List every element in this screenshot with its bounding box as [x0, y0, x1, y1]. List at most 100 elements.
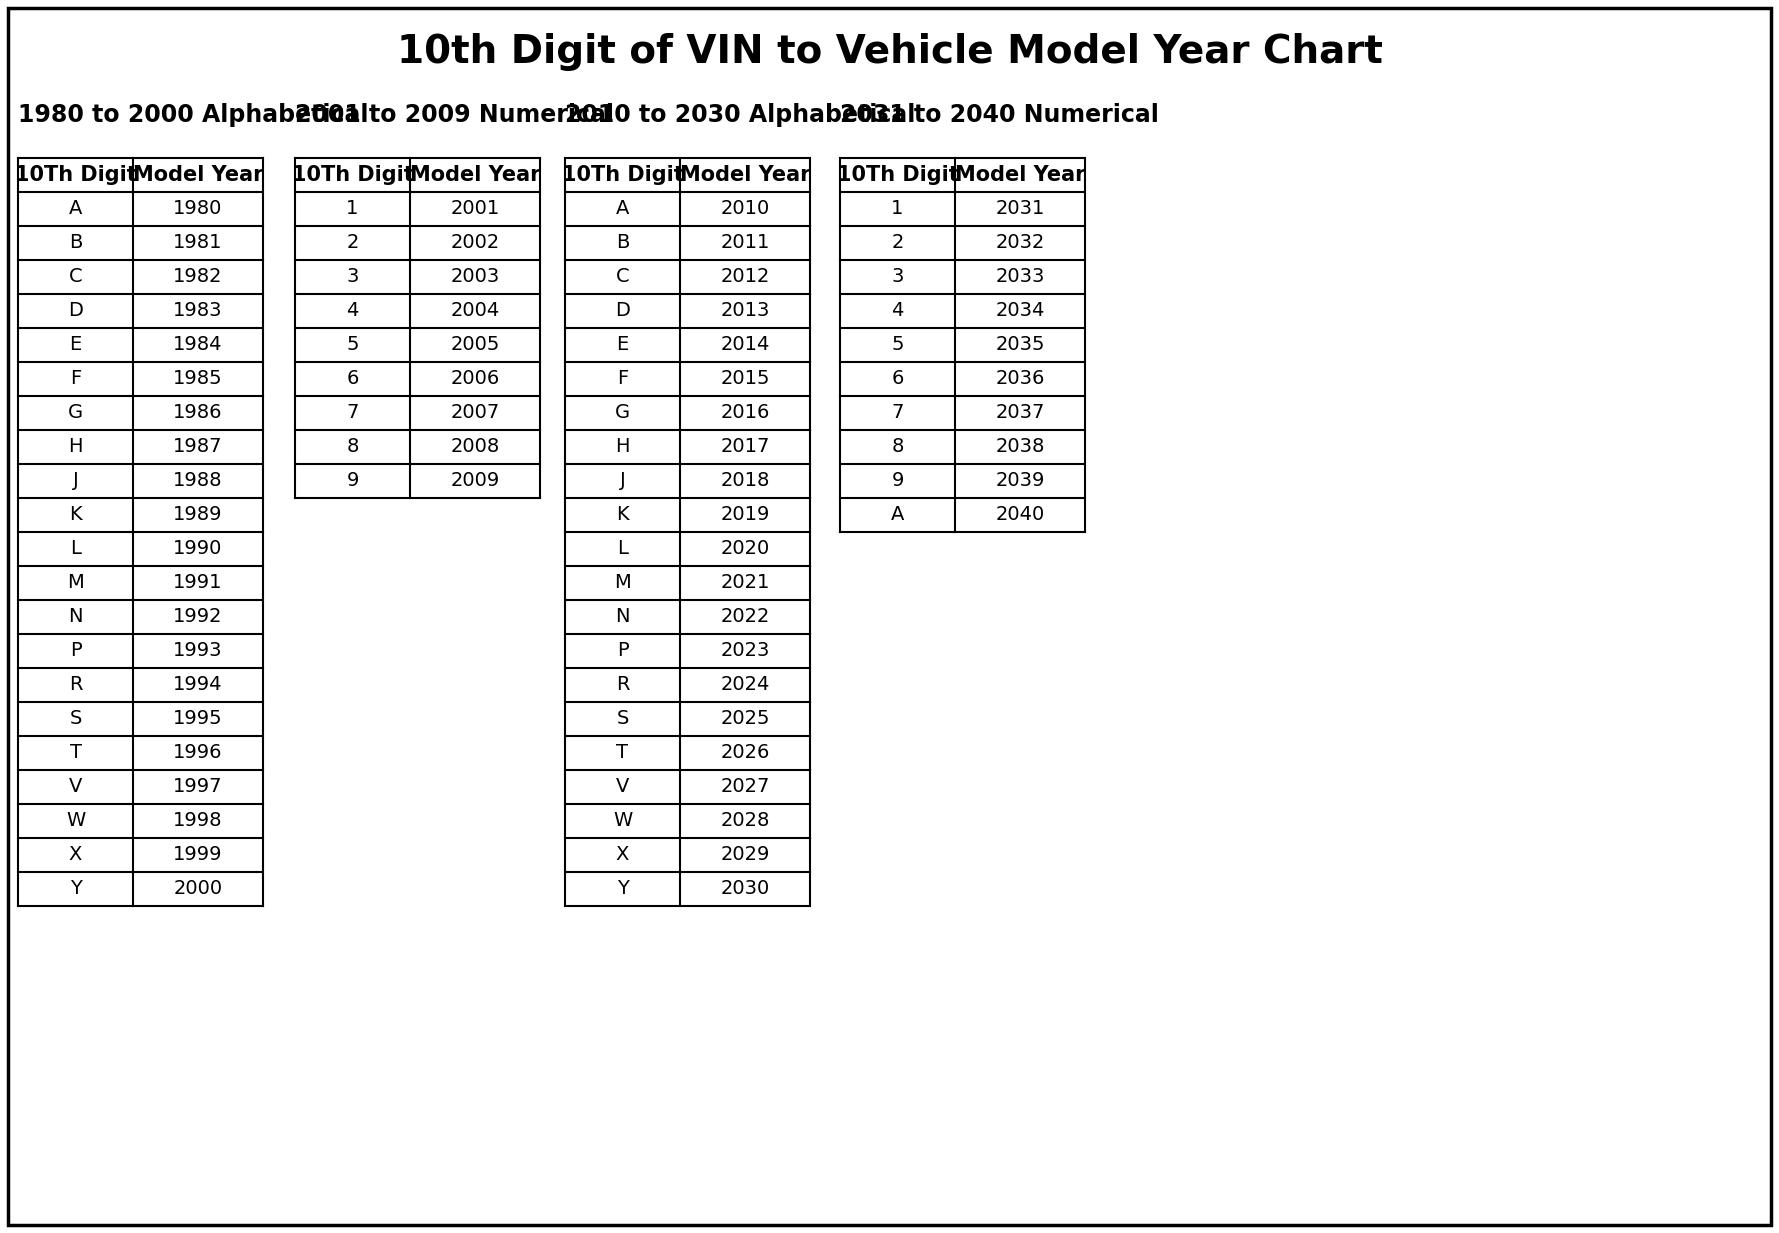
- Text: 3: 3: [891, 268, 904, 286]
- Text: 6: 6: [347, 370, 359, 388]
- Text: V: V: [69, 778, 82, 797]
- Text: 1982: 1982: [173, 268, 222, 286]
- Text: 10Th Digit: 10Th Digit: [292, 165, 413, 185]
- Text: 1998: 1998: [173, 811, 222, 831]
- Text: 2023: 2023: [720, 641, 770, 661]
- Text: L: L: [617, 540, 628, 559]
- Text: 2018: 2018: [720, 471, 770, 491]
- Text: B: B: [69, 233, 82, 253]
- Text: 2010 to 2030 Alphabetical: 2010 to 2030 Alphabetical: [566, 104, 916, 127]
- Text: 2005: 2005: [450, 335, 500, 355]
- Text: R: R: [69, 676, 82, 694]
- Text: 2031 to 2040 Numerical: 2031 to 2040 Numerical: [840, 104, 1158, 127]
- Text: 10th Digit of VIN to Vehicle Model Year Chart: 10th Digit of VIN to Vehicle Model Year …: [397, 33, 1382, 72]
- Text: 5: 5: [347, 335, 359, 355]
- Text: 2009: 2009: [450, 471, 500, 491]
- Text: 8: 8: [347, 438, 359, 456]
- Text: S: S: [616, 709, 628, 729]
- Text: 1988: 1988: [173, 471, 222, 491]
- Text: E: E: [69, 335, 82, 355]
- Text: K: K: [616, 506, 628, 524]
- Text: 1990: 1990: [173, 540, 222, 559]
- Text: 2007: 2007: [450, 403, 500, 423]
- Text: 1992: 1992: [173, 608, 222, 626]
- Text: 2036: 2036: [994, 370, 1044, 388]
- Text: 2: 2: [347, 233, 359, 253]
- Text: R: R: [616, 676, 630, 694]
- Text: J: J: [619, 471, 626, 491]
- Text: 2031: 2031: [994, 200, 1044, 218]
- Text: 5: 5: [891, 335, 904, 355]
- Text: S: S: [69, 709, 82, 729]
- Text: 1989: 1989: [173, 506, 222, 524]
- Text: 1: 1: [347, 200, 359, 218]
- Text: 2002: 2002: [450, 233, 500, 253]
- Text: 2021: 2021: [720, 573, 770, 593]
- Text: 10Th Digit: 10Th Digit: [836, 165, 959, 185]
- Text: 1981: 1981: [173, 233, 222, 253]
- Text: 2022: 2022: [720, 608, 770, 626]
- Text: 2033: 2033: [994, 268, 1044, 286]
- Text: H: H: [68, 438, 84, 456]
- Text: M: M: [68, 573, 84, 593]
- Text: 2032: 2032: [994, 233, 1044, 253]
- Text: 10Th Digit: 10Th Digit: [14, 165, 137, 185]
- Text: Model Year: Model Year: [955, 165, 1085, 185]
- Text: V: V: [616, 778, 630, 797]
- Text: X: X: [69, 846, 82, 864]
- Text: 8: 8: [891, 438, 904, 456]
- Text: B: B: [616, 233, 630, 253]
- Text: F: F: [617, 370, 628, 388]
- Text: H: H: [616, 438, 630, 456]
- Text: 1994: 1994: [173, 676, 222, 694]
- Text: 1997: 1997: [173, 778, 222, 797]
- Text: 1999: 1999: [173, 846, 222, 864]
- Text: P: P: [69, 641, 82, 661]
- Text: 2025: 2025: [720, 709, 770, 729]
- Text: 7: 7: [347, 403, 359, 423]
- Text: J: J: [73, 471, 78, 491]
- Text: 2014: 2014: [720, 335, 770, 355]
- Text: K: K: [69, 506, 82, 524]
- Text: 1987: 1987: [173, 438, 222, 456]
- Text: N: N: [68, 608, 84, 626]
- Text: D: D: [68, 302, 84, 321]
- Text: 1980: 1980: [173, 200, 222, 218]
- Text: 1986: 1986: [173, 403, 222, 423]
- Text: 2017: 2017: [720, 438, 770, 456]
- Text: 2015: 2015: [720, 370, 770, 388]
- Text: D: D: [616, 302, 630, 321]
- Text: Y: Y: [617, 879, 628, 899]
- Text: A: A: [616, 200, 630, 218]
- Text: F: F: [69, 370, 82, 388]
- Text: 4: 4: [347, 302, 359, 321]
- Text: 2037: 2037: [994, 403, 1044, 423]
- Text: 2020: 2020: [720, 540, 770, 559]
- Text: E: E: [616, 335, 628, 355]
- Text: Model Year: Model Year: [409, 165, 541, 185]
- Text: 1985: 1985: [173, 370, 222, 388]
- Text: 2013: 2013: [720, 302, 770, 321]
- Text: G: G: [68, 403, 84, 423]
- Text: 2028: 2028: [720, 811, 770, 831]
- Text: 2035: 2035: [994, 335, 1044, 355]
- Text: 2030: 2030: [720, 879, 770, 899]
- Text: 1: 1: [891, 200, 904, 218]
- Text: 2: 2: [891, 233, 904, 253]
- Text: 2000: 2000: [173, 879, 222, 899]
- Text: 9: 9: [891, 471, 904, 491]
- Text: 1983: 1983: [173, 302, 222, 321]
- Text: G: G: [616, 403, 630, 423]
- Text: C: C: [616, 268, 630, 286]
- Text: Model Year: Model Year: [133, 165, 263, 185]
- Text: 2010: 2010: [720, 200, 770, 218]
- Text: 2038: 2038: [994, 438, 1044, 456]
- Text: 2012: 2012: [720, 268, 770, 286]
- Text: 2001: 2001: [450, 200, 500, 218]
- Text: 7: 7: [891, 403, 904, 423]
- Text: 6: 6: [891, 370, 904, 388]
- Text: W: W: [66, 811, 85, 831]
- Text: M: M: [614, 573, 632, 593]
- Text: 2027: 2027: [720, 778, 770, 797]
- Text: W: W: [614, 811, 632, 831]
